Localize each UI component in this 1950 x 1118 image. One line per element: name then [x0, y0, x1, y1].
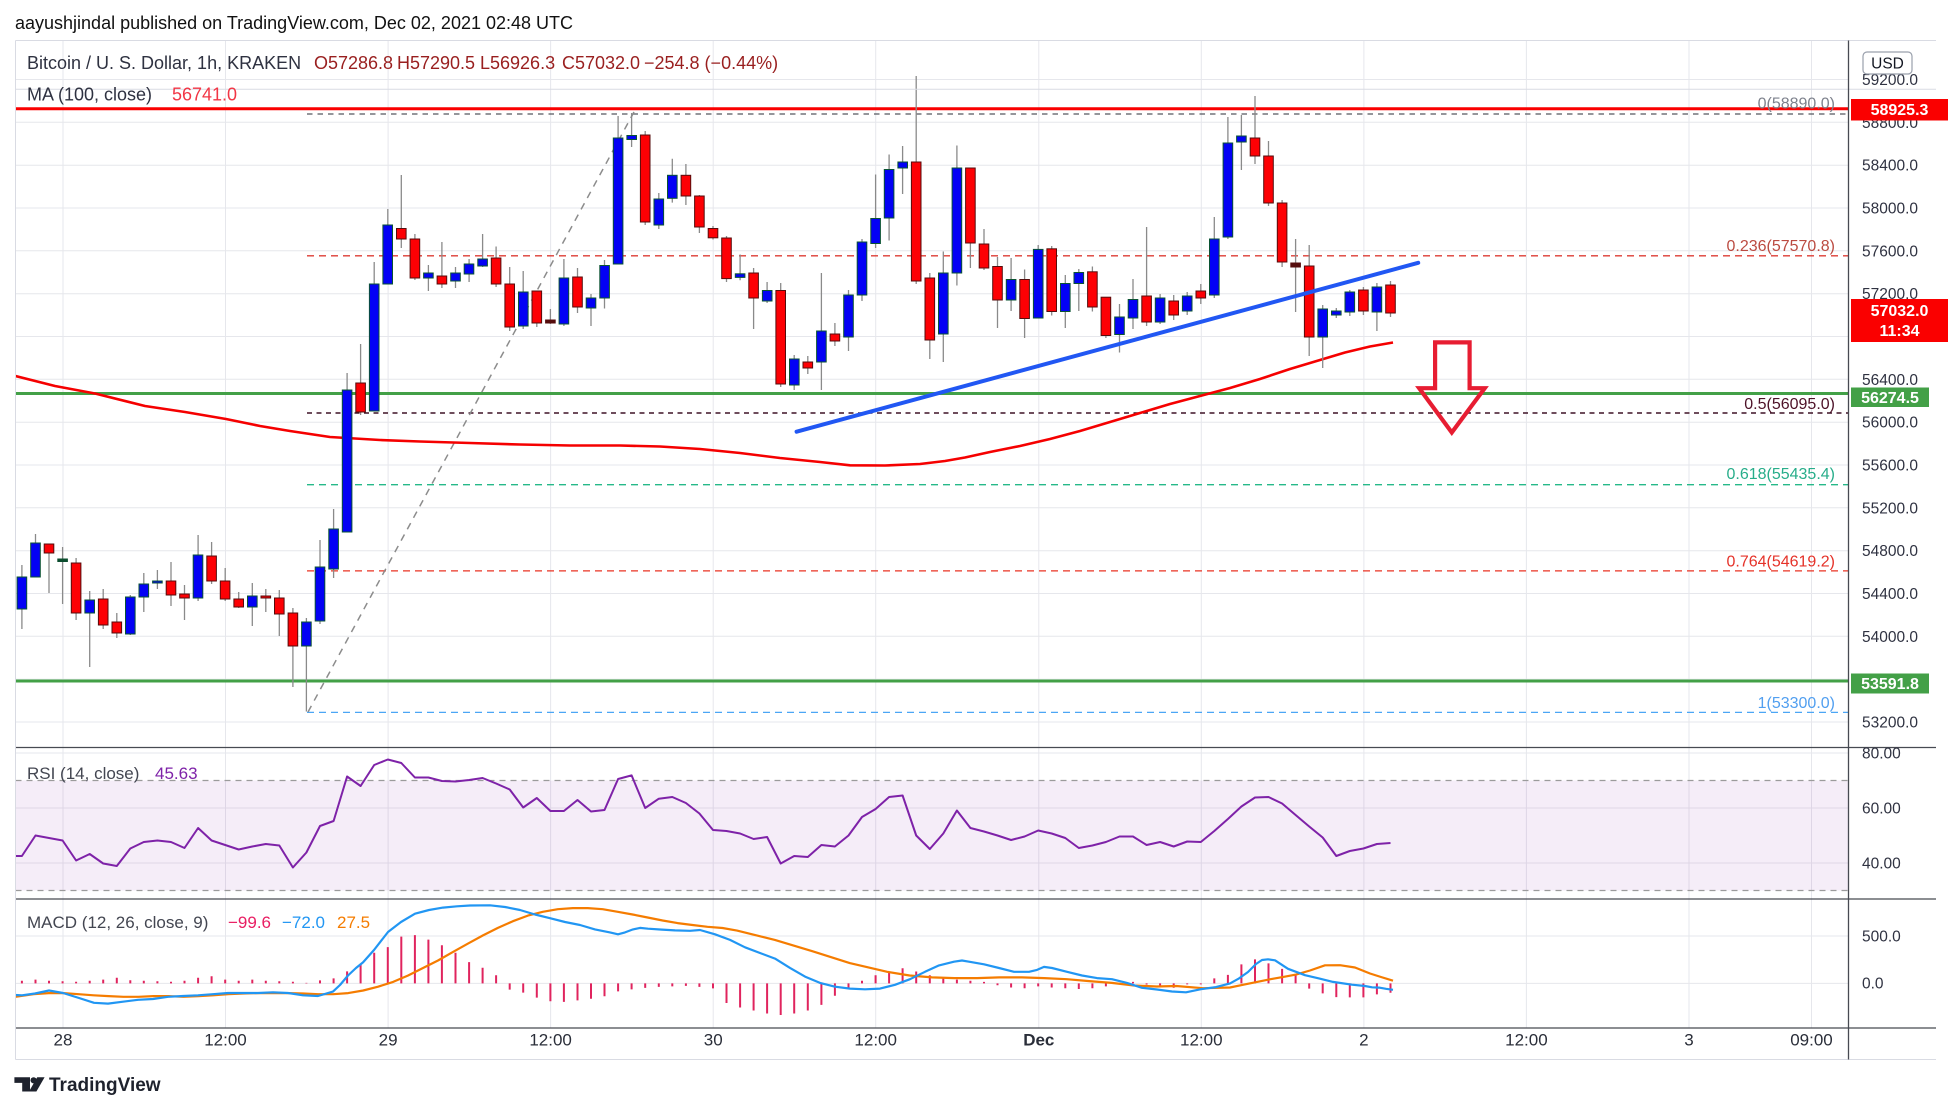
svg-text:55200.0: 55200.0: [1862, 500, 1918, 517]
svg-text:0.0: 0.0: [1862, 975, 1884, 992]
svg-text:MACD (12, 26, close, 9)−99.6−7: MACD (12, 26, close, 9) −99.6 −72.0 27.5: [27, 913, 370, 932]
svg-text:56000.0: 56000.0: [1862, 415, 1918, 432]
svg-text:TradingView: TradingView: [49, 1075, 161, 1096]
svg-text:80.00: 80.00: [1862, 746, 1901, 763]
svg-text:60.00: 60.00: [1862, 801, 1901, 818]
svg-text:MA (100, close)56741.0: MA (100, close) 56741.0: [27, 85, 237, 105]
svg-text:0.764(54619.2): 0.764(54619.2): [1726, 554, 1835, 571]
svg-text:59200.0: 59200.0: [1862, 72, 1918, 89]
svg-text:500.0: 500.0: [1862, 929, 1901, 946]
svg-text:Dec: Dec: [1023, 1031, 1054, 1050]
svg-text:USD: USD: [1871, 56, 1904, 73]
svg-text:12:00: 12:00: [529, 1031, 572, 1050]
svg-text:aayushjindal published on Trad: aayushjindal published on TradingView.co…: [15, 13, 573, 33]
svg-text:54400.0: 54400.0: [1862, 586, 1918, 603]
svg-text:54000.0: 54000.0: [1862, 629, 1918, 646]
svg-text:1(53300.0): 1(53300.0): [1758, 695, 1835, 712]
svg-text:58400.0: 58400.0: [1862, 158, 1918, 175]
svg-text:58925.3: 58925.3: [1871, 102, 1929, 119]
svg-text:55600.0: 55600.0: [1862, 458, 1918, 475]
svg-text:30: 30: [704, 1031, 723, 1050]
svg-text:12:00: 12:00: [1180, 1031, 1223, 1050]
svg-text:29: 29: [379, 1031, 398, 1050]
svg-text:0(58890.0): 0(58890.0): [1758, 96, 1835, 113]
svg-text:53591.8: 53591.8: [1861, 676, 1919, 693]
svg-text:53200.0: 53200.0: [1862, 715, 1918, 732]
svg-text:3: 3: [1684, 1031, 1693, 1050]
svg-text:54800.0: 54800.0: [1862, 543, 1918, 560]
svg-text:56400.0: 56400.0: [1862, 372, 1918, 389]
svg-text:12:00: 12:00: [1505, 1031, 1548, 1050]
svg-text:0.5(56095.0): 0.5(56095.0): [1744, 396, 1835, 413]
svg-text:12:00: 12:00: [854, 1031, 897, 1050]
svg-text:57032.0: 57032.0: [1871, 303, 1929, 320]
svg-text:57200.0: 57200.0: [1862, 286, 1918, 303]
svg-text:0.236(57570.8): 0.236(57570.8): [1726, 238, 1835, 255]
svg-text:12:00: 12:00: [204, 1031, 247, 1050]
svg-text:11:34: 11:34: [1879, 323, 1919, 340]
svg-text:Bitcoin / U. S. Dollar, 1h, KR: Bitcoin / U. S. Dollar, 1h, KRAKEN O57286…: [27, 53, 778, 73]
svg-text:56274.5: 56274.5: [1861, 390, 1919, 407]
svg-text:RSI (14, close)45.63: RSI (14, close) 45.63: [27, 764, 198, 783]
svg-text:57600.0: 57600.0: [1862, 243, 1918, 260]
svg-text:09:00: 09:00: [1790, 1031, 1833, 1050]
svg-text:58000.0: 58000.0: [1862, 201, 1918, 218]
svg-text:28: 28: [54, 1031, 73, 1050]
svg-text:0.618(55435.4): 0.618(55435.4): [1726, 466, 1835, 483]
svg-text:2: 2: [1359, 1031, 1368, 1050]
svg-text:40.00: 40.00: [1862, 856, 1901, 873]
